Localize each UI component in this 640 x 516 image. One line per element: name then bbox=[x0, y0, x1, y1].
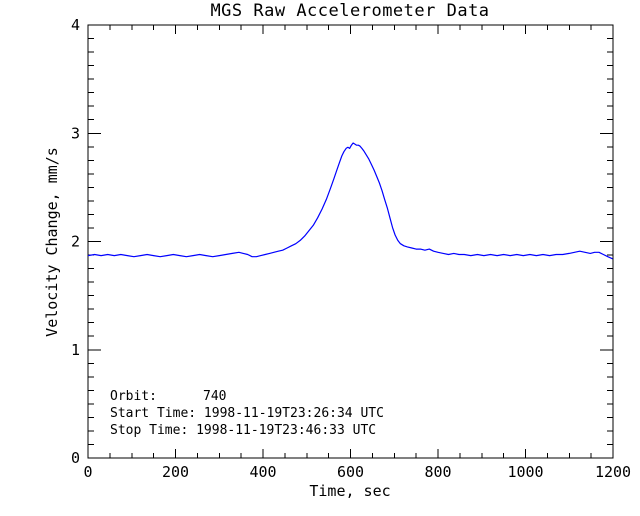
chart-title: MGS Raw Accelerometer Data bbox=[210, 1, 489, 21]
y-tick-label: 2 bbox=[71, 233, 80, 251]
x-tick-label: 400 bbox=[249, 463, 276, 481]
x-tick-label: 0 bbox=[83, 463, 92, 481]
annotation-stop-time: Stop Time: 1998-11-19T23:46:33 UTC bbox=[110, 423, 376, 438]
tick-labels: 0 200 400 600 800 1000 1200 0 1 2 3 4 bbox=[71, 16, 631, 481]
y-tick-label: 1 bbox=[71, 341, 80, 359]
y-tick-label: 3 bbox=[71, 124, 80, 142]
x-tick-label: 200 bbox=[162, 463, 189, 481]
x-tick-label: 600 bbox=[337, 463, 364, 481]
x-tick-label: 800 bbox=[424, 463, 451, 481]
data-curve bbox=[87, 142, 613, 260]
y-axis-label: Velocity Change, mm/s bbox=[43, 147, 61, 337]
x-axis-label: Time, sec bbox=[309, 482, 390, 500]
axes-frame bbox=[87, 24, 614, 459]
x-tick-label: 1200 bbox=[595, 463, 631, 481]
annotation-orbit-label: Orbit: bbox=[110, 389, 157, 404]
x-tick-label: 1000 bbox=[507, 463, 543, 481]
annotation-orbit-value: 740 bbox=[203, 389, 226, 404]
y-tick-label: 0 bbox=[71, 449, 80, 467]
annotation-start-time: Start Time: 1998-11-19T23:26:34 UTC bbox=[110, 406, 384, 421]
y-tick-label: 4 bbox=[71, 16, 80, 34]
